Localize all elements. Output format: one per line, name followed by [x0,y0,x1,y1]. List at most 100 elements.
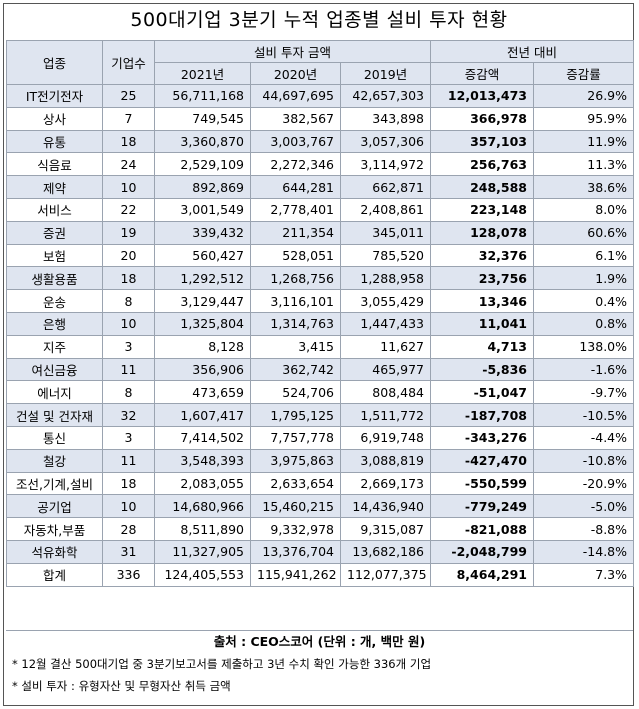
cell-2021: 3,001,549 [154,197,251,222]
table-row: 증권 19 339,432 211,354 345,011 128,078 60.6% [6,220,635,245]
cell-2019: 1,288,958 [340,266,431,291]
cell-2019: 785,520 [340,243,431,268]
cell-change-amount: -5,836 [430,357,534,382]
cell-change-amount: 223,148 [430,197,534,222]
cell-change-rate: -10.5% [532,403,635,427]
table-row: 여신금융 11 356,906 362,742 465,977 -5,836 -1.6% [6,357,635,382]
cell-change-amount: 357,103 [430,129,534,154]
header-2020: 2020년 [250,62,341,85]
cell-2021: 2,083,055 [154,471,251,496]
cell-industry: 식음료 [6,152,103,177]
cell-2019: 3,088,819 [340,448,431,473]
cell-industry: 보험 [6,243,103,268]
cell-change-rate: -20.9% [532,471,635,496]
cell-2020: 2,272,346 [250,152,341,177]
cell-change-rate: 8.0% [532,197,635,222]
cell-industry: 철강 [6,448,103,473]
header-industry: 업종 [6,40,103,85]
cell-2019: 808,484 [340,380,431,405]
cell-industry: 은행 [6,311,103,336]
cell-2020: 44,697,695 [250,84,341,108]
cell-change-amount: 13,346 [430,289,534,313]
cell-2020: 3,415 [250,334,341,359]
cell-company-count: 31 [102,539,155,564]
cell-2020: 3,975,863 [250,448,341,473]
cell-company-count: 25 [102,84,155,108]
cell-2021: 14,680,966 [154,494,251,519]
cell-industry: IT전기전자 [6,84,103,108]
cell-2021: 3,360,870 [154,129,251,154]
cell-change-amount: 4,713 [430,334,534,359]
cell-change-rate: -14.8% [532,539,635,564]
cell-2020: 2,778,401 [250,197,341,222]
table-row: IT전기전자 25 56,711,168 44,697,695 42,657,303 12… [6,84,635,108]
cell-industry: 통신 [6,425,103,450]
cell-2020: 9,332,978 [250,517,341,541]
cell-2020: 3,116,101 [250,289,341,313]
cell-2019: 112,077,375 [340,562,431,587]
cell-2021: 356,906 [154,357,251,382]
table-row: 운송 8 3,129,447 3,116,101 3,055,429 13,346 0.4% [6,289,635,313]
cell-2019: 1,511,772 [340,403,431,427]
cell-change-amount: -187,708 [430,403,534,427]
cell-2020: 1,314,763 [250,311,341,336]
cell-change-amount: -51,047 [430,380,534,405]
cell-2020: 3,003,767 [250,129,341,154]
cell-change-amount: 11,041 [430,311,534,336]
cell-2021: 3,129,447 [154,289,251,313]
cell-2021: 473,659 [154,380,251,405]
cell-2019: 2,408,861 [340,197,431,222]
table-row: 통신 3 7,414,502 7,757,778 6,919,748 -343,276 -4… [6,425,635,450]
cell-company-count: 3 [102,425,155,450]
header-investment-group: 설비 투자 금액 [154,40,431,63]
cell-company-count: 19 [102,220,155,245]
header-change-rate: 증감률 [532,62,635,85]
cell-change-rate: 26.9% [532,84,635,108]
cell-industry: 석유화학 [6,539,103,564]
cell-change-rate: 95.9% [532,106,635,131]
cell-change-rate: 11.9% [532,129,635,154]
cell-2020: 15,460,215 [250,494,341,519]
cell-change-amount: -427,470 [430,448,534,473]
cell-change-rate: -9.7% [532,380,635,405]
cell-2019: 345,011 [340,220,431,245]
cell-change-rate: 11.3% [532,152,635,177]
cell-industry: 생활용품 [6,266,103,291]
table-row: 제약 10 892,869 644,281 662,871 248,588 38.6% [6,175,635,199]
cell-change-amount: 32,376 [430,243,534,268]
table-row: 지주 3 8,128 3,415 11,627 4,713 138.0% [6,334,635,359]
table-row: 자동차,부품 28 8,511,890 9,332,978 9,315,087 -821,… [6,517,635,541]
cell-2020: 1,268,756 [250,266,341,291]
table-row: 서비스 22 3,001,549 2,778,401 2,408,861 223,148 8… [6,197,635,222]
cell-company-count: 8 [102,289,155,313]
header-company-count: 기업수 [102,40,155,85]
table-row: 철강 11 3,548,393 3,975,863 3,088,819 -427,470-… [6,448,635,473]
cell-2020: 1,795,125 [250,403,341,427]
cell-change-amount: 8,464,291 [430,562,534,587]
cell-2019: 662,871 [340,175,431,199]
table-row: 상사 7 749,545 382,567 343,898 366,978 95.9% [6,106,635,131]
cell-change-amount: 12,013,473 [430,84,534,108]
cell-change-amount: 366,978 [430,106,534,131]
cell-industry: 조선,기계,설비 [6,471,103,496]
cell-2021: 3,548,393 [154,448,251,473]
cell-industry: 자동차,부품 [6,517,103,541]
cell-change-amount: -821,088 [430,517,534,541]
cell-change-amount: -550,599 [430,471,534,496]
table-row: 은행 10 1,325,804 1,314,763 1,447,433 11,041 0.8… [6,311,635,336]
cell-change-rate: -5.0% [532,494,635,519]
cell-2021: 749,545 [154,106,251,131]
cell-company-count: 24 [102,152,155,177]
cell-company-count: 11 [102,357,155,382]
cell-2021: 56,711,168 [154,84,251,108]
cell-company-count: 336 [102,562,155,587]
cell-change-rate: 0.4% [532,289,635,313]
cell-2019: 465,977 [340,357,431,382]
cell-2021: 11,327,905 [154,539,251,564]
table-row: 식음료 24 2,529,109 2,272,346 3,114,972 256,763 1… [6,152,635,177]
cell-2020: 644,281 [250,175,341,199]
cell-2021: 892,869 [154,175,251,199]
header-yoy-group: 전년 대비 [429,40,635,63]
cell-2019: 14,436,940 [340,494,431,519]
cell-change-rate: 38.6% [532,175,635,199]
